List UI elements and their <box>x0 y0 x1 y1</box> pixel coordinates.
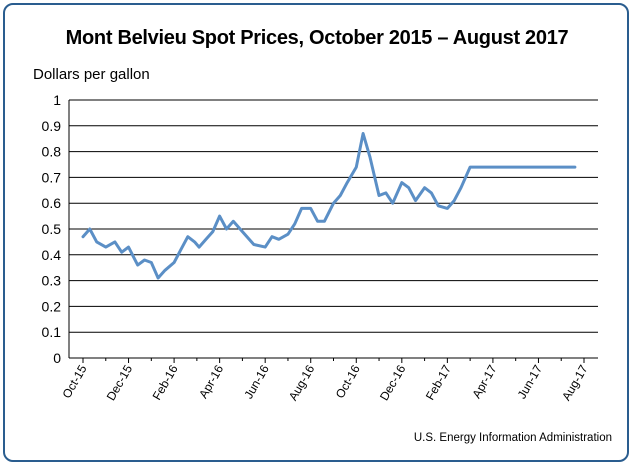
x-tick-label-1: Dec-15 <box>104 362 136 403</box>
y-tick-label-2: 0.2 <box>42 298 62 314</box>
y-tick-label-1: 0.1 <box>42 324 62 340</box>
y-tick-label-10: 1 <box>53 92 61 108</box>
x-tick-label-8: Feb-17 <box>423 362 454 402</box>
chart-frame <box>3 3 629 462</box>
y-tick-label-8: 0.8 <box>42 144 62 160</box>
source-note: U.S. Energy Information Administration <box>413 432 612 444</box>
chart-title: Mont Belvieu Spot Prices, October 2015 –… <box>65 27 569 49</box>
x-tick-label-5: Aug-16 <box>286 362 318 403</box>
x-tick-label-6: Oct-16 <box>333 362 363 400</box>
x-tick-label-3: Apr-16 <box>196 362 226 400</box>
y-tick-label-0: 0 <box>53 350 61 366</box>
y-tick-label-6: 0.6 <box>42 195 62 211</box>
x-tick-label-0: Oct-15 <box>59 362 89 400</box>
x-tick-label-9: Apr-17 <box>469 362 499 400</box>
y-axis: 0 0.1 0.2 0.3 0.4 0.5 0.6 0.7 0.8 0.9 1 <box>42 92 70 366</box>
x-tick-label-10: Jun-17 <box>515 362 546 401</box>
y-tick-label-3: 0.3 <box>42 273 62 289</box>
x-tick-label-2: Feb-16 <box>150 362 181 402</box>
y-tick-label-4: 0.4 <box>42 247 62 263</box>
x-axis: Oct-15 Dec-15 Feb-16 Apr-16 Jun-16 Aug-16 Oct-… <box>59 357 598 403</box>
y-tick-label-5: 0.5 <box>42 221 62 237</box>
gridlines <box>69 99 598 333</box>
x-tick-label-4: Jun-16 <box>241 362 272 401</box>
x-tick-label-11: Aug-17 <box>559 362 591 403</box>
price-series <box>81 132 577 280</box>
y-axis-label: Dollars per gallon <box>33 66 150 83</box>
series-line-mont-belvieu <box>81 132 577 280</box>
y-tick-label-9: 0.9 <box>42 118 62 134</box>
x-tick-label-7: Dec-16 <box>377 362 409 403</box>
y-tick-label-7: 0.7 <box>42 169 62 185</box>
